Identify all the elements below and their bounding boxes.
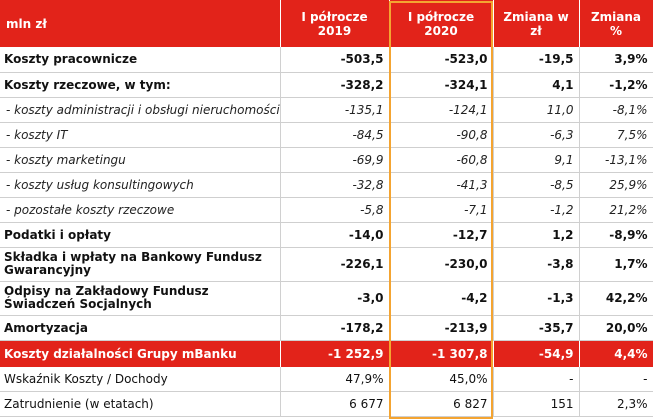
cell-h1-2019: -1 252,9 [280, 340, 390, 367]
cell-change-pct: 42,2% [579, 281, 653, 316]
cell-change-pct: 7,5% [579, 122, 653, 148]
cell-change-pct: - [579, 366, 653, 392]
cell-h1-2019: -328,2 [280, 72, 390, 98]
cell-h1-2020: -230,0 [389, 247, 494, 282]
row-label: Wskaźnik Koszty / Dochody [0, 366, 281, 392]
table-row: Amortyzacja -178,2 -213,9 -35,7 20,0% [0, 315, 653, 341]
cell-change-pln: - [493, 366, 580, 392]
cell-change-pln: -1,2 [493, 197, 580, 223]
cell-change-pct: 3,9% [579, 47, 653, 73]
table-row: Koszty rzeczowe, w tym: -328,2 -324,1 4,… [0, 72, 653, 98]
row-label: Odpisy na Zakładowy Fundusz Świadczeń So… [0, 281, 281, 316]
cell-h1-2019: -14,0 [280, 222, 390, 248]
cell-change-pln: -8,5 [493, 172, 580, 198]
cell-change-pln: -1,3 [493, 281, 580, 316]
cell-change-pln: 9,1 [493, 147, 580, 173]
table-row: Koszty pracownicze -503,5 -523,0 -19,5 3… [0, 47, 653, 73]
table-row: - pozostałe koszty rzeczowe -5,8 -7,1 -1… [0, 197, 653, 223]
cell-h1-2019: -3,0 [280, 281, 390, 316]
cell-change-pln: -6,3 [493, 122, 580, 148]
table-row: - koszty administracji i obsługi nieruch… [0, 97, 653, 123]
cell-change-pct: -13,1% [579, 147, 653, 173]
cell-h1-2019: -178,2 [280, 315, 390, 341]
header-unit: mln zł [0, 0, 281, 47]
cell-h1-2020: -213,9 [389, 315, 494, 341]
header-change-pct: Zmiana % [579, 0, 653, 47]
row-label: - koszty administracji i obsługi nieruch… [0, 97, 281, 123]
cell-change-pct: -8,9% [579, 222, 653, 248]
table-row: Składka i wpłaty na Bankowy Fundusz Gwar… [0, 247, 653, 282]
cell-h1-2019: -32,8 [280, 172, 390, 198]
cell-h1-2019: -84,5 [280, 122, 390, 148]
cell-change-pct: 1,7% [579, 247, 653, 282]
header-change-pln: Zmiana w zł [493, 0, 580, 47]
row-label: Amortyzacja [0, 315, 281, 341]
cell-h1-2019: -69,9 [280, 147, 390, 173]
cell-change-pln: -19,5 [493, 47, 580, 73]
cell-change-pln: 4,1 [493, 72, 580, 98]
cell-h1-2020: 45,0% [389, 366, 494, 392]
row-label: - koszty usług konsultingowych [0, 172, 281, 198]
cell-h1-2019: -5,8 [280, 197, 390, 223]
header-h1-2020: I półrocze 2020 [389, 0, 494, 47]
table-row: Podatki i opłaty -14,0 -12,7 1,2 -8,9% [0, 222, 653, 248]
header-row: mln zł I półrocze 2019 I półrocze 2020 Z… [0, 0, 653, 47]
cell-h1-2020: -4,2 [389, 281, 494, 316]
row-label: - koszty IT [0, 122, 281, 148]
cell-h1-2020: -1 307,8 [389, 340, 494, 367]
row-label: - pozostałe koszty rzeczowe [0, 197, 281, 223]
table-row: Odpisy na Zakładowy Fundusz Świadczeń So… [0, 281, 653, 316]
cell-h1-2020: -41,3 [389, 172, 494, 198]
cell-change-pct: -8,1% [579, 97, 653, 123]
row-label: Koszty rzeczowe, w tym: [0, 72, 281, 98]
cell-change-pct: -1,2% [579, 72, 653, 98]
cell-h1-2020: -7,1 [389, 197, 494, 223]
table-row: - koszty IT -84,5 -90,8 -6,3 7,5% [0, 122, 653, 148]
cell-change-pln: -54,9 [493, 340, 580, 367]
row-label: Koszty działalności Grupy mBanku [0, 340, 281, 367]
cell-h1-2019: -135,1 [280, 97, 390, 123]
cell-h1-2020: -60,8 [389, 147, 494, 173]
cell-change-pln: -3,8 [493, 247, 580, 282]
cell-h1-2020: -523,0 [389, 47, 494, 73]
total-row: Koszty działalności Grupy mBanku -1 252,… [0, 340, 653, 367]
cell-change-pct: 20,0% [579, 315, 653, 341]
cell-change-pct: 2,3% [579, 391, 653, 417]
cell-h1-2019: -503,5 [280, 47, 390, 73]
row-label: - koszty marketingu [0, 147, 281, 173]
cell-h1-2020: -90,8 [389, 122, 494, 148]
cell-h1-2020: -124,1 [389, 97, 494, 123]
cell-h1-2020: -12,7 [389, 222, 494, 248]
cell-change-pln: 11,0 [493, 97, 580, 123]
cell-change-pln: 151 [493, 391, 580, 417]
cell-h1-2019: 47,9% [280, 366, 390, 392]
cell-change-pct: 4,4% [579, 340, 653, 367]
cell-change-pct: 21,2% [579, 197, 653, 223]
header-h1-2019: I półrocze 2019 [280, 0, 390, 47]
cell-h1-2019: -226,1 [280, 247, 390, 282]
table-row: Zatrudnienie (w etatach) 6 677 6 827 151… [0, 391, 653, 417]
cell-h1-2019: 6 677 [280, 391, 390, 417]
table-row: - koszty marketingu -69,9 -60,8 9,1 -13,… [0, 147, 653, 173]
row-label: Zatrudnienie (w etatach) [0, 391, 281, 417]
cell-change-pct: 25,9% [579, 172, 653, 198]
cell-change-pln: 1,2 [493, 222, 580, 248]
row-label: Podatki i opłaty [0, 222, 281, 248]
cell-change-pln: -35,7 [493, 315, 580, 341]
table-row: - koszty usług konsultingowych -32,8 -41… [0, 172, 653, 198]
cell-h1-2020: 6 827 [389, 391, 494, 417]
row-label: Składka i wpłaty na Bankowy Fundusz Gwar… [0, 247, 281, 282]
table-row: Wskaźnik Koszty / Dochody 47,9% 45,0% - … [0, 366, 653, 392]
cell-h1-2020: -324,1 [389, 72, 494, 98]
row-label: Koszty pracownicze [0, 47, 281, 73]
